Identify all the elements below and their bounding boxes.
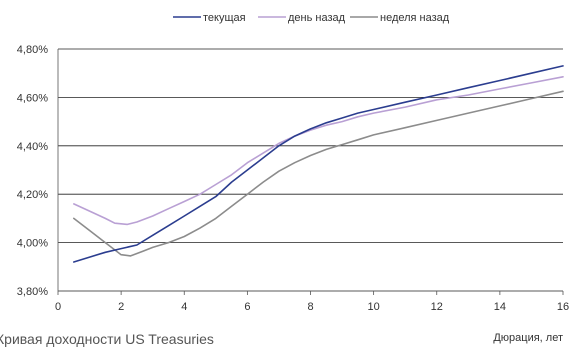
x-tick-label: 0 bbox=[55, 301, 61, 313]
y-tick-label: 3,80% bbox=[17, 286, 48, 298]
y-tick-label: 4,40% bbox=[17, 141, 48, 153]
chart-caption: Кривая доходности US Treasuries bbox=[0, 331, 214, 347]
x-tick-label: 14 bbox=[494, 301, 506, 313]
x-tick-label: 10 bbox=[368, 301, 380, 313]
x-tick-label: 2 bbox=[118, 301, 124, 313]
x-tick-label: 4 bbox=[181, 301, 187, 313]
y-axis: 3,80% 4,00% 4,20% 4,40% 4,60% 4,80% bbox=[17, 44, 59, 298]
legend-label: текущая bbox=[203, 12, 246, 24]
y-tick-label: 4,00% bbox=[17, 238, 48, 250]
series-line bbox=[73, 90, 564, 257]
x-tick-label: 8 bbox=[307, 301, 313, 313]
series-line bbox=[73, 76, 564, 226]
y-tick-label: 4,20% bbox=[17, 189, 48, 201]
x-axis-label: Дюрация, лет bbox=[493, 332, 563, 344]
x-tick-label: 12 bbox=[431, 301, 443, 313]
legend-label: неделя назад bbox=[380, 12, 450, 24]
chart-legend: текущая день назад неделя назад bbox=[173, 12, 450, 24]
x-tick-label: 6 bbox=[244, 301, 250, 313]
chart-series bbox=[73, 65, 564, 263]
y-tick-label: 4,60% bbox=[17, 92, 48, 104]
x-tick-label: 16 bbox=[557, 301, 569, 313]
legend-label: день назад bbox=[288, 12, 346, 24]
x-axis: 0 2 4 6 8 10 12 14 16 bbox=[55, 291, 569, 313]
series-line bbox=[73, 65, 564, 263]
y-tick-label: 4,80% bbox=[17, 44, 48, 56]
